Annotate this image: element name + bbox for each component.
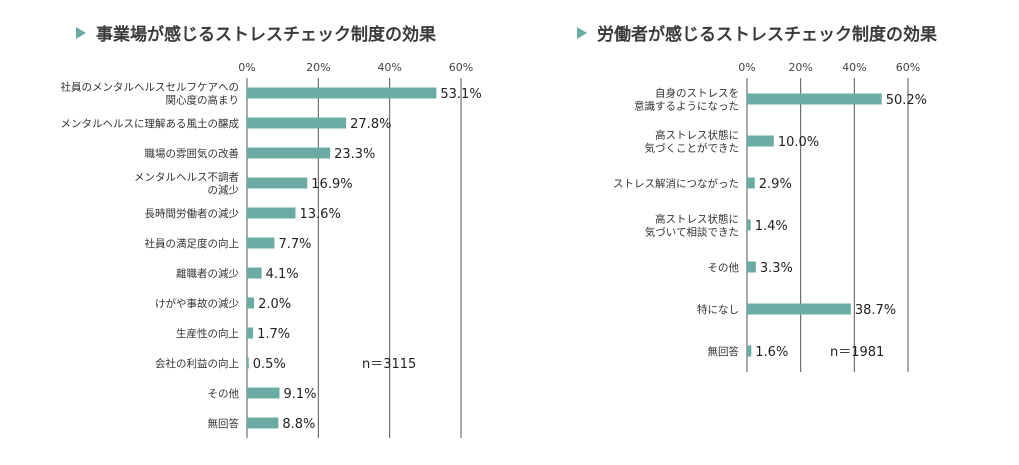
bar-value-label: 2.9% [759,177,792,192]
x-tick-label: 0% [738,61,755,74]
category-label: 会社の利益の向上 [155,357,239,370]
category-label: 職場の雰囲気の改善 [145,147,240,160]
title-marker-icon [76,27,86,39]
bar-value-label: 23.3% [334,147,375,162]
category-label: 長時間労働者の減少 [145,207,240,220]
category-label: その他 [208,387,240,400]
x-tick-label: 0% [238,61,255,74]
bar [247,417,279,429]
bar [247,267,262,279]
bar [747,93,882,105]
bar-value-label: 4.1% [266,267,299,282]
category-label: ストレス解消につながった [613,177,739,190]
bar-value-label: 2.0% [258,297,291,312]
bar [247,177,308,189]
bar-value-label: 7.7% [278,237,311,252]
category-label: 社員のメンタルヘルスセルフケアへの [61,81,240,94]
bar [247,327,254,339]
bar-value-label: 13.6% [300,207,341,222]
category-label: 無回答 [708,345,740,358]
category-label: 意識するようになった [634,100,739,113]
bar-value-label: 1.4% [755,219,788,234]
bar-value-label: 16.9% [311,177,352,192]
x-tick-label: 60% [896,61,920,74]
chart-employer-effects: 事業場が感じるストレスチェック制度の効果 0% 20% 40% 60% 53.1% 社員のメ… [61,24,482,438]
bar [247,117,347,129]
bar [247,387,280,399]
chart-worker-effects: 労働者が感じるストレスチェック制度の効果 0% 20% 40% 60% 50.2% 自身のス… [577,24,937,372]
x-tick-label: 40% [377,61,401,74]
category-label: の減少 [208,184,240,197]
bar [247,147,331,159]
bar-value-label: 0.5% [253,357,286,372]
bar-value-label: 27.8% [350,117,391,132]
bar-value-label: 50.2% [886,93,927,108]
bar [247,207,296,219]
sample-size-note: n＝1981 [830,345,884,360]
bar-value-label: 3.3% [760,261,793,276]
bar-value-label: 53.1% [440,87,481,102]
bar [747,303,851,315]
bar-value-label: 1.7% [257,327,290,342]
bar-value-label: 10.0% [778,135,819,150]
x-tick-label: 20% [788,61,812,74]
chart-title: 事業場が感じるストレスチェック制度の効果 [96,24,436,45]
category-label: 高ストレス状態に [655,129,739,142]
chart-title: 労働者が感じるストレスチェック制度の効果 [597,24,937,45]
bar [747,261,756,273]
bar-value-label: 1.6% [755,345,788,360]
category-label: 気づいて相談できた [645,226,739,239]
category-label: けがや事故の減少 [155,297,239,310]
bar [747,135,774,147]
category-label: メンタルヘルスに理解ある風土の醸成 [61,117,240,130]
category-label: メンタルヘルス不調者 [134,171,239,184]
bar [747,345,752,357]
bar [247,357,249,369]
x-tick-label: 60% [449,61,473,74]
category-label: 気づくことができた [645,142,740,155]
bar-value-label: 9.1% [283,387,316,402]
bar [747,177,755,189]
category-label: 自身のストレスを [655,87,739,100]
bar-value-label: 38.7% [855,303,896,318]
category-label: 生産性の向上 [176,327,239,340]
bar [247,87,437,99]
category-label: 離職者の減少 [176,267,239,280]
bar [247,297,255,309]
sample-size-note: n＝3115 [362,357,416,372]
bar [247,237,275,249]
category-label: 社員の満足度の向上 [145,237,240,250]
x-tick-label: 40% [842,61,866,74]
bar [747,219,751,231]
category-label: 特になし [697,304,739,316]
category-label: 無回答 [208,417,240,430]
category-label: 関心度の高まり [166,94,240,107]
category-label: その他 [708,261,740,274]
x-tick-label: 20% [306,61,330,74]
title-marker-icon [577,27,587,39]
bar-value-label: 8.8% [282,417,315,432]
category-label: 高ストレス状態に [655,213,739,226]
